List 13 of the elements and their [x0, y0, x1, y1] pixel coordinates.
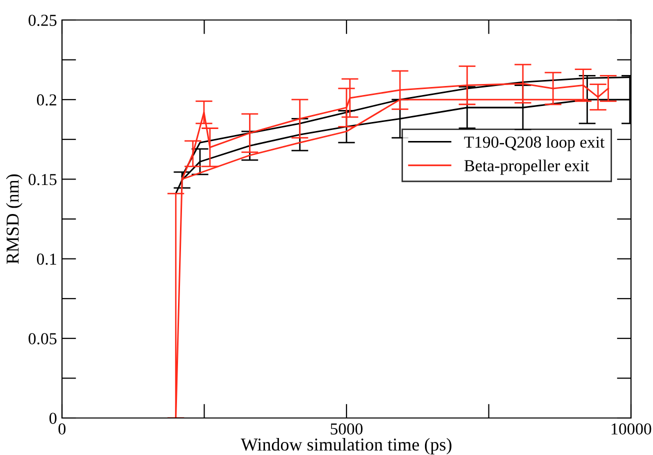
legend-label: Beta-propeller exit: [464, 160, 590, 175]
x-axis-title: Window simulation time (ps): [240, 438, 452, 454]
y-tick-label: 0.25: [28, 14, 56, 26]
y-tick-label: 0.15: [28, 174, 56, 186]
y-tick-label: 0.05: [28, 333, 56, 344]
x-tick-label: 10000: [612, 423, 652, 435]
x-tick-label: 5000: [330, 423, 363, 435]
legend-label: T190-Q208 loop exit: [464, 136, 605, 152]
y-tick-label: 0: [49, 412, 57, 424]
y-tick-label: 0.2: [36, 94, 56, 106]
y-axis-title: RMSD (nm): [6, 174, 22, 264]
x-tick-label: 0: [58, 423, 66, 435]
y-tick-label: 0.1: [36, 254, 56, 265]
